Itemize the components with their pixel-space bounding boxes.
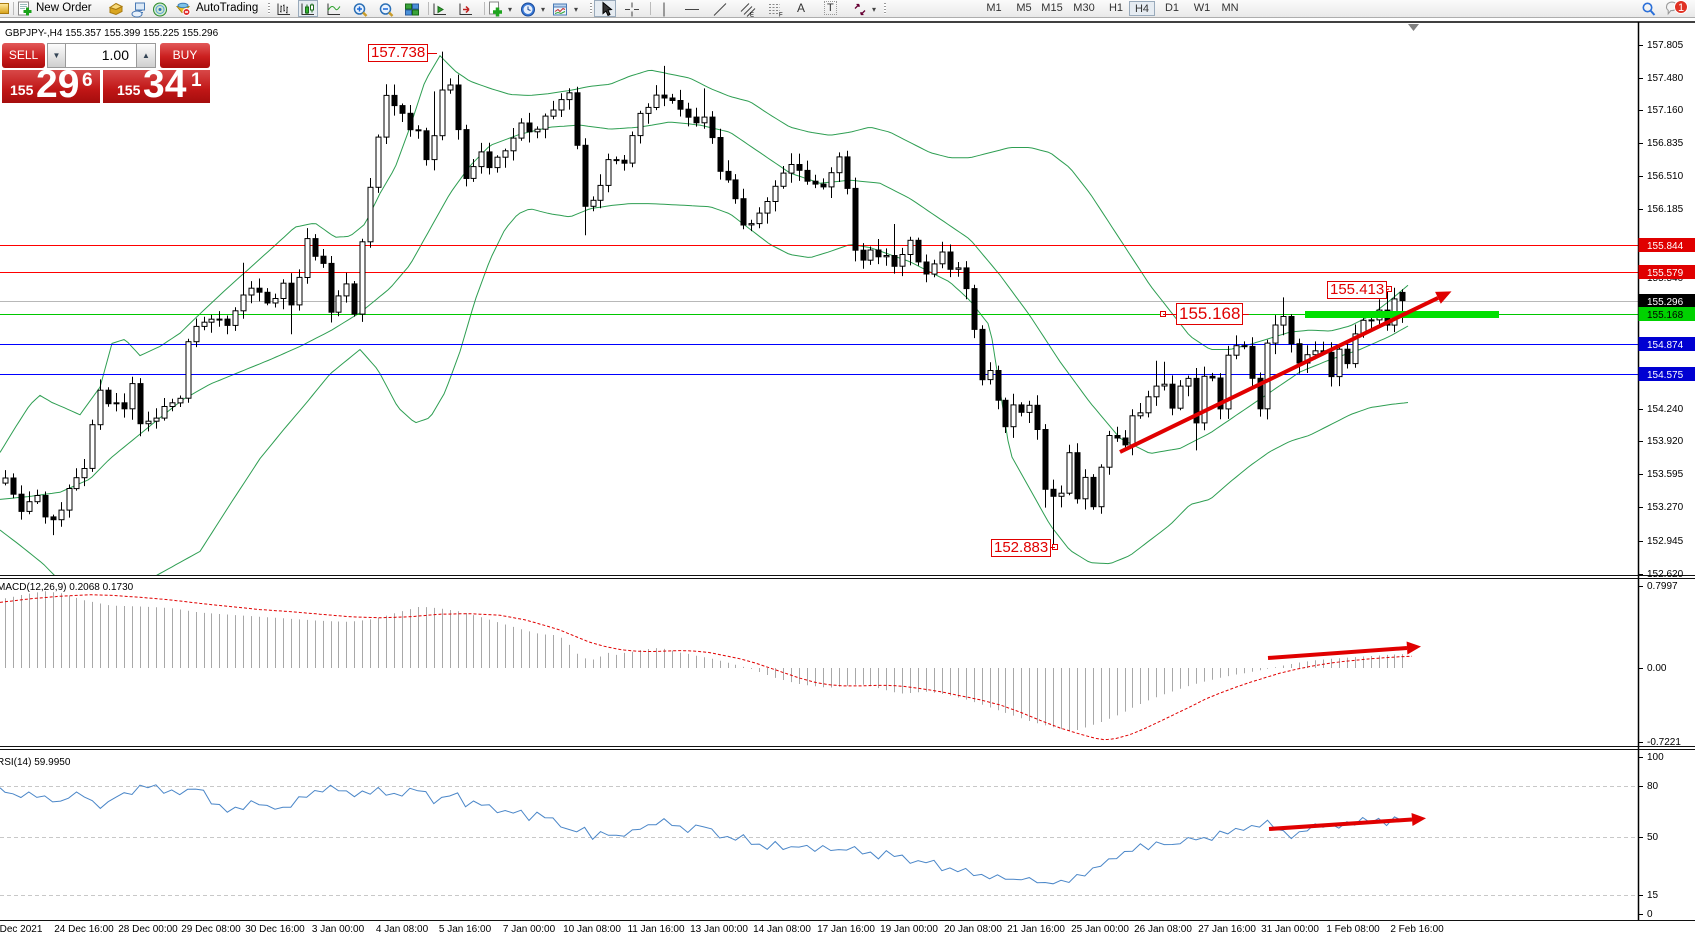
svg-text:15: 15 [1647,890,1659,901]
svg-text:RSI(14) 59.9950: RSI(14) 59.9950 [0,757,71,768]
svg-text:-0.7221: -0.7221 [1647,737,1681,748]
svg-text:157.160: 157.160 [1647,105,1684,116]
svg-text:154.240: 154.240 [1647,404,1684,415]
svg-text:156.835: 156.835 [1647,138,1684,149]
svg-text:155.168: 155.168 [1647,310,1684,321]
svg-text:156.185: 156.185 [1647,204,1684,215]
svg-text:28 Dec 00:00: 28 Dec 00:00 [118,924,178,935]
svg-text:0.7997: 0.7997 [1647,581,1678,592]
svg-text:153.270: 153.270 [1647,502,1684,513]
svg-text:Dec 2021: Dec 2021 [0,924,43,935]
svg-text:21 Jan 16:00: 21 Jan 16:00 [1007,924,1065,935]
svg-text:11 Jan 16:00: 11 Jan 16:00 [627,924,685,935]
svg-text:154.575: 154.575 [1647,370,1684,381]
svg-text:157.805: 157.805 [1647,40,1684,51]
svg-text:31 Jan 00:00: 31 Jan 00:00 [1261,924,1319,935]
svg-text:E: E [750,13,754,19]
svg-text:24 Dec 16:00: 24 Dec 16:00 [54,924,114,935]
svg-text:13 Jan 00:00: 13 Jan 00:00 [690,924,748,935]
svg-text:152.620: 152.620 [1647,569,1684,580]
svg-text:2 Feb 16:00: 2 Feb 16:00 [1390,924,1444,935]
svg-text:27 Jan 16:00: 27 Jan 16:00 [1198,924,1256,935]
svg-text:14 Jan 08:00: 14 Jan 08:00 [753,924,811,935]
svg-text:155.844: 155.844 [1647,241,1684,252]
svg-text:157.480: 157.480 [1647,73,1684,84]
svg-text:0.00: 0.00 [1647,663,1667,674]
svg-text:20 Jan 08:00: 20 Jan 08:00 [944,924,1002,935]
svg-text:152.945: 152.945 [1647,536,1684,547]
svg-text:26 Jan 08:00: 26 Jan 08:00 [1134,924,1192,935]
svg-text:19 Jan 00:00: 19 Jan 00:00 [880,924,938,935]
svg-text:30 Dec 16:00: 30 Dec 16:00 [245,924,305,935]
svg-text:100: 100 [1647,752,1664,763]
svg-text:GBPJPY-,H4 155.357 155.399 15: GBPJPY-,H4 155.357 155.399 155.225 155.2… [5,28,219,39]
svg-text:F: F [779,13,783,19]
svg-text:156.510: 156.510 [1647,171,1684,182]
svg-text:10 Jan 08:00: 10 Jan 08:00 [563,924,621,935]
svg-text:17 Jan 16:00: 17 Jan 16:00 [817,924,875,935]
svg-text:154.874: 154.874 [1647,340,1684,351]
svg-text:0: 0 [1647,909,1653,920]
svg-text:155.296: 155.296 [1647,297,1684,308]
svg-text:5 Jan 16:00: 5 Jan 16:00 [439,924,492,935]
svg-text:7 Jan 00:00: 7 Jan 00:00 [503,924,556,935]
svg-text:80: 80 [1647,781,1659,792]
svg-text:3 Jan 00:00: 3 Jan 00:00 [312,924,365,935]
svg-text:153.595: 153.595 [1647,469,1684,480]
svg-text:25 Jan 00:00: 25 Jan 00:00 [1071,924,1129,935]
svg-text:29 Dec 08:00: 29 Dec 08:00 [181,924,241,935]
svg-text:4 Jan 08:00: 4 Jan 08:00 [376,924,429,935]
svg-text:MACD(12,26,9) 0.2068 0.1730: MACD(12,26,9) 0.2068 0.1730 [0,582,134,593]
svg-text:50: 50 [1647,832,1659,843]
svg-text:153.920: 153.920 [1647,436,1684,447]
svg-text:1 Feb 08:00: 1 Feb 08:00 [1326,924,1380,935]
svg-text:155.579: 155.579 [1647,268,1684,279]
